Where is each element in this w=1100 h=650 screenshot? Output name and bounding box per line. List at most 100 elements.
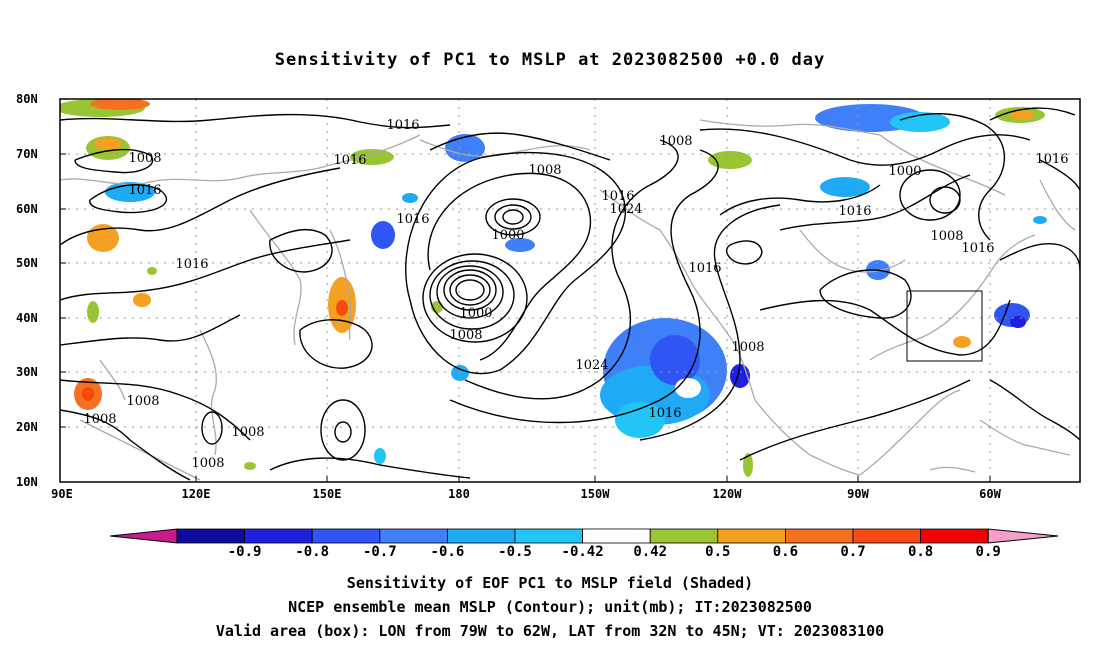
colorbar [109,528,1059,544]
shading-blob [1033,216,1047,224]
lat-label: 30N [16,365,38,379]
contour-line [699,128,1031,166]
contour-line [494,204,532,230]
mslp-contours [60,107,1080,481]
coastline [599,189,691,281]
contour-line [819,269,912,319]
lon-label: 60W [979,487,1001,501]
contour-line [320,399,366,461]
contour-line [725,240,763,265]
coastline [859,389,961,476]
contour-line [929,186,961,214]
contour-label: 1024 [575,358,608,373]
colorbar-arrow-right [987,528,1059,544]
shading-blob [133,293,151,307]
contour-label: 1016 [396,212,429,227]
contour-line [443,269,497,311]
colorbar-tick-label: 0.7 [840,544,866,560]
contour-line [405,151,627,375]
contour-line [639,204,781,441]
contour-line [436,265,504,319]
shading-blob [82,387,94,401]
shading-blob [451,365,469,381]
lon-label: 120W [712,487,742,501]
contour-label: 1008 [126,394,159,409]
colorbar-segment [244,528,313,544]
contour-line [464,139,679,400]
contour-label: 1000 [459,306,492,321]
colorbar-arrow-left [109,528,178,544]
colorbar-tick-label: -0.6 [430,544,465,560]
contour-line [299,319,373,369]
lon-label: 90W [847,487,869,501]
coastline [689,279,756,401]
shading-blob [708,151,752,169]
colorbar-segment [582,528,651,544]
coastline [929,466,976,473]
lat-label: 20N [16,420,38,434]
coastline [799,229,906,273]
shading-blob [1010,316,1026,328]
contour-line [60,167,341,246]
shading-blob [890,112,950,132]
shading-blob [1010,110,1034,120]
sensitivity-shading [60,99,1047,477]
contour-label: 1016 [688,261,721,276]
colorbar-tick-label: -0.8 [295,544,330,560]
contour-line [739,379,971,461]
lon-label: 120E [181,487,211,501]
coastline [754,399,861,476]
colorbar-segment [785,528,854,544]
shading-blob [371,221,395,249]
contour-label: 1024 [609,202,642,217]
colorbar-tick-label: -0.42 [561,544,604,560]
colorbar-segment [649,528,719,544]
shading-blob [374,448,386,464]
coastline [879,134,1006,196]
contour-line [502,209,524,225]
shading-blob [402,193,418,203]
chart-title: Sensitivity of PC1 to MSLP at 2023082500… [274,50,826,70]
valid-area-box [906,290,983,362]
coastline [959,234,1036,311]
contour-line [989,379,1080,441]
contour-line [455,279,485,301]
shading-blob [953,336,971,348]
contour-line [334,421,352,443]
shading-blob [350,149,394,165]
contour-line [60,239,351,301]
contour-label: 1008 [128,151,161,166]
contour-label: 1008 [528,163,561,178]
grid-lines [60,99,1080,482]
contour-line [89,184,168,214]
contour-labels: 1016 1008 1008 1016 1016 1008 1016 1000 … [83,118,1068,471]
caption-line-2: NCEP ensemble mean MSLP (Contour); unit(… [288,598,812,616]
lat-label: 40N [16,311,38,325]
contour-line [449,149,719,424]
shading-blob [615,402,665,438]
shading-blob [505,238,535,252]
coastline [249,209,302,346]
coastline [979,419,1071,456]
caption-line-1: Sensitivity of EOF PC1 to MSLP field (Sh… [346,574,754,592]
shading-blob [445,134,485,162]
contour-line [269,457,471,479]
contour-line [422,253,528,343]
contour-label: 1016 [386,118,419,133]
colorbar-tick-label: 0.8 [907,544,934,560]
coastline [199,329,217,456]
contour-line [74,148,154,174]
contour-label: 1016 [601,189,634,204]
coastline [79,419,201,481]
contour-line [60,379,251,441]
colorbar-segment [446,528,516,544]
contour-label: 1016 [838,204,871,219]
coastline [99,359,126,401]
shading-blob [94,138,122,150]
colorbar-tick-label: 0.9 [975,544,1001,560]
contour-line [201,411,223,445]
contour-line [899,112,1006,241]
contour-line [485,198,541,236]
colorbar-segment [920,528,989,544]
contour-label: 1016 [961,241,994,256]
